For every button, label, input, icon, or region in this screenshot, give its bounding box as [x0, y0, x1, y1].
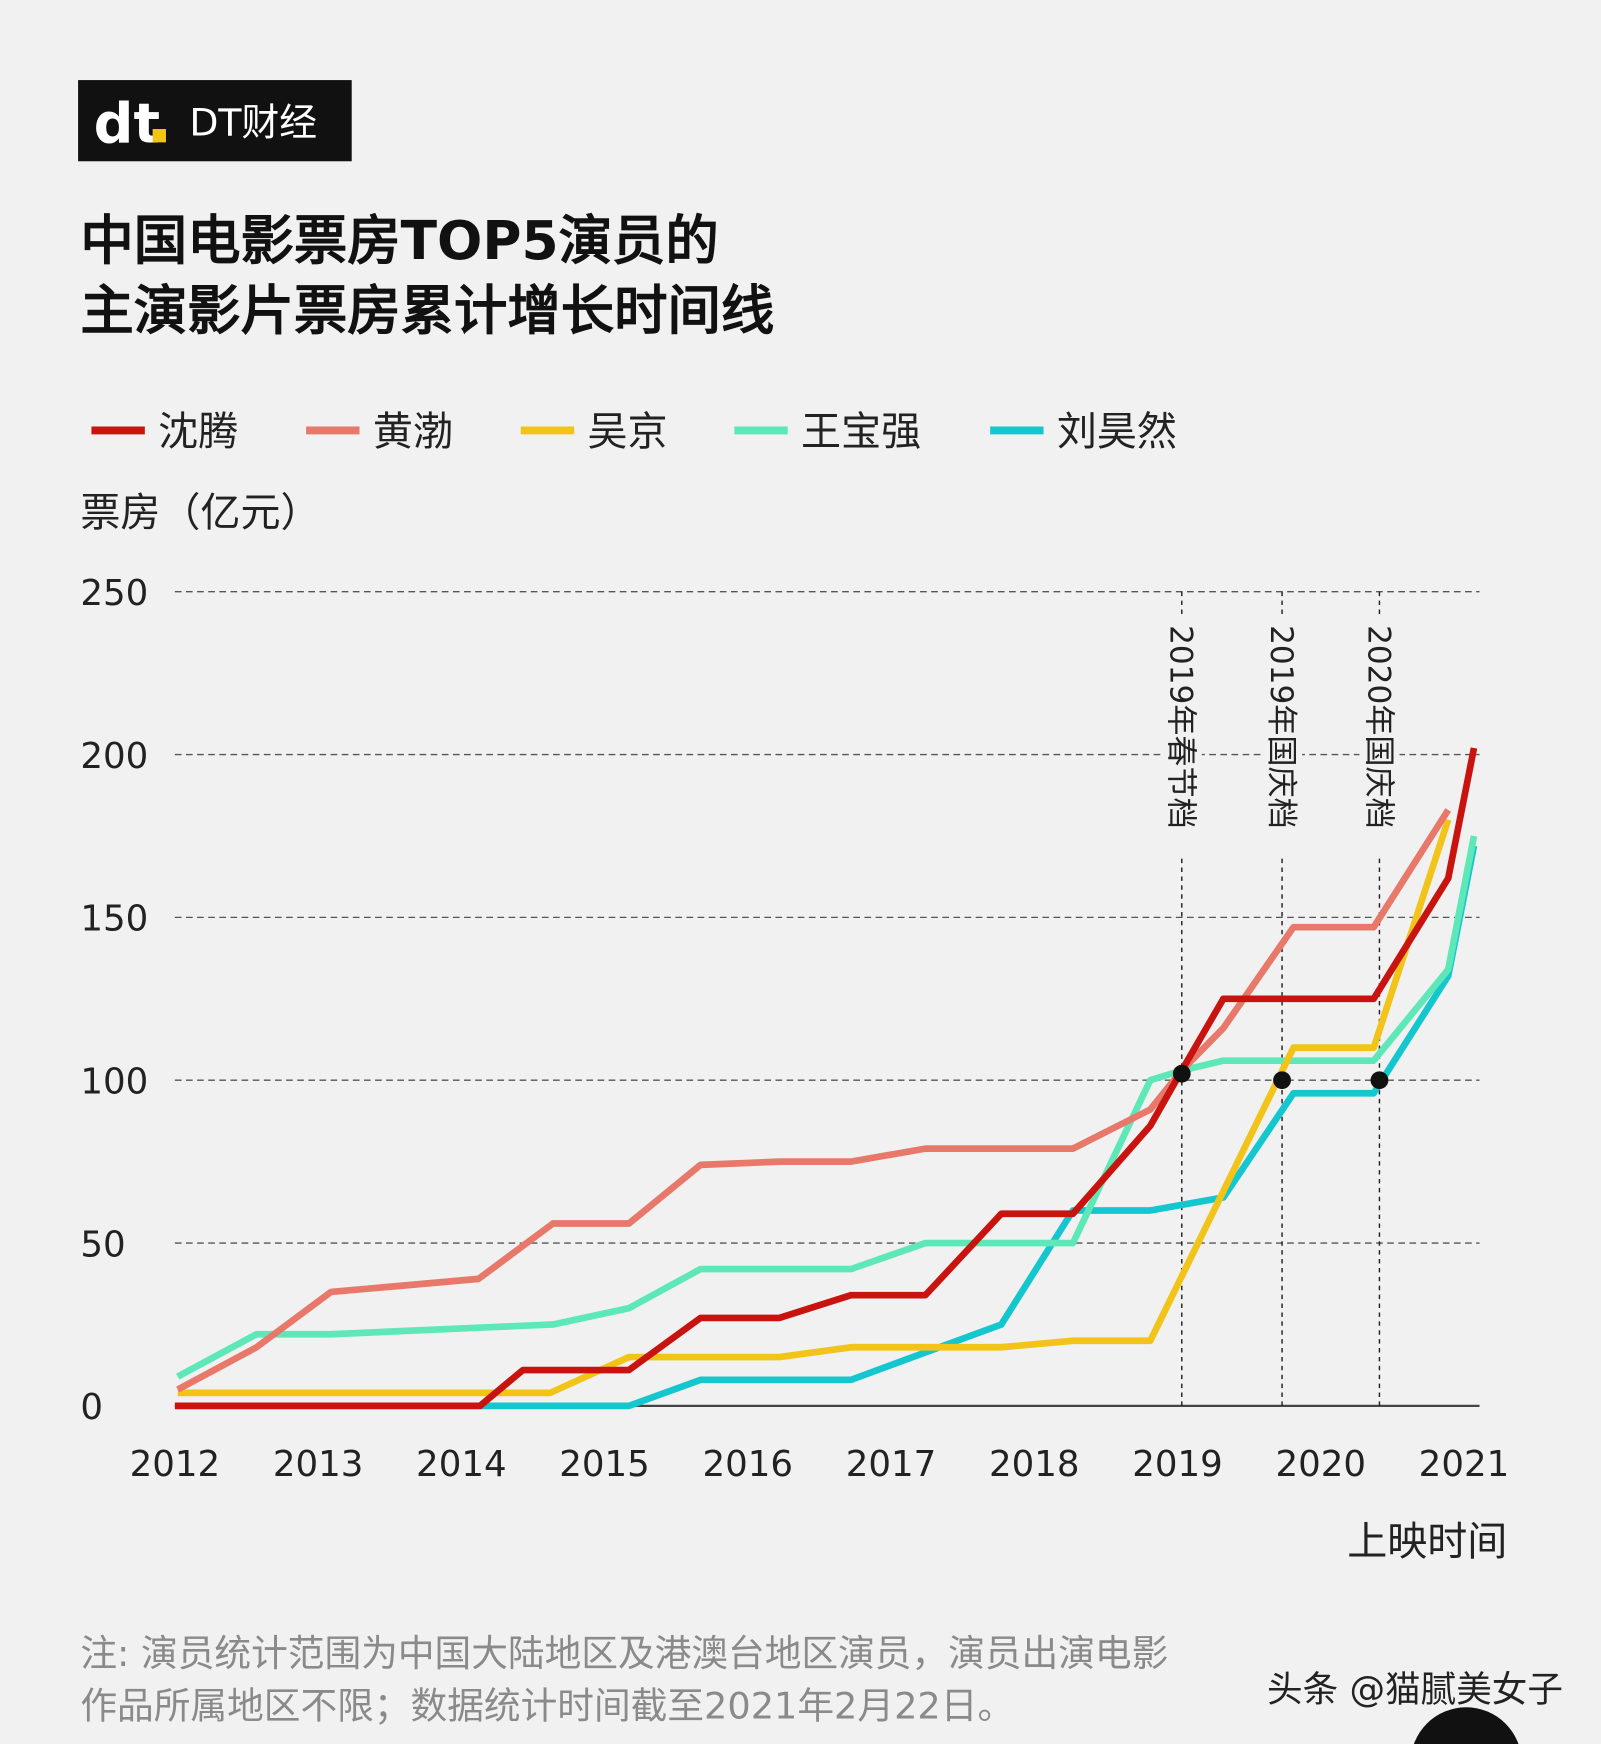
annotation-label-bg: [1262, 617, 1303, 857]
y-axis-label: 票房（亿元）: [80, 490, 320, 536]
title-line-1: 中国电影票房TOP5演员的: [80, 209, 718, 272]
y-tick-label: 150: [80, 899, 148, 940]
annotation-dot: [1370, 1071, 1389, 1090]
brand-logo: dt DT财经: [78, 80, 352, 162]
annotation-dot: [1172, 1064, 1191, 1083]
series-line-沈腾: [174, 747, 1478, 1410]
x-tick-label: 2020: [1275, 1444, 1366, 1485]
annotation-dot: [1273, 1071, 1291, 1090]
series-line-王宝强: [176, 835, 1478, 1380]
series-line-刘昊然: [479, 845, 1478, 1410]
legend-label: 刘昊然: [1057, 409, 1177, 455]
annotation-label: 2020年国庆档: [1360, 625, 1396, 829]
annotations: 2019年春节档 2019年国庆档 2020年国庆档: [1161, 591, 1400, 1406]
watermark-text: 头条 @猫腻美女子: [1267, 1670, 1563, 1711]
series-line-黄渤: [176, 808, 1452, 1393]
note-line-1: 注: 演员统计范围为中国大陆地区及港澳台地区演员，演员出演电影: [80, 1632, 1168, 1675]
x-tick-label: 2013: [273, 1444, 364, 1485]
annotation-label: 2019年国庆档: [1263, 625, 1299, 829]
legend-label: 王宝强: [801, 409, 921, 455]
y-tick-label: 0: [80, 1387, 103, 1428]
y-tick-label: 50: [80, 1224, 125, 1265]
y-tick-label: 100: [80, 1062, 148, 1103]
x-tick-label: 2014: [416, 1444, 507, 1485]
y-tick-label: 250: [80, 573, 148, 614]
x-tick-label: 2018: [989, 1444, 1080, 1485]
corner-logo-icon: [1413, 1707, 1519, 1744]
annotation-label: 2019年春节档: [1163, 625, 1199, 829]
x-tick-label: 2015: [559, 1444, 650, 1485]
logo-mark: dt: [94, 91, 160, 156]
annotation-label-bg: [1359, 617, 1400, 857]
annotation-label-bg: [1161, 617, 1202, 857]
x-tick-label: 2021: [1419, 1444, 1510, 1485]
x-tick-label: 2016: [703, 1444, 794, 1485]
x-tick-label: 2019: [1132, 1444, 1223, 1485]
note-line-2: 作品所属地区不限；数据统计时间截至2021年2月22日。: [80, 1684, 1014, 1727]
legend: 沈腾 黄渤 吴京 王宝强 刘昊然: [91, 409, 1177, 455]
y-tick-label: 200: [80, 736, 148, 777]
annotation-dots: [1172, 1064, 1389, 1090]
legend-label: 吴京: [588, 409, 668, 455]
x-tick-label: 2017: [846, 1444, 937, 1485]
legend-label: 黄渤: [373, 409, 453, 455]
title-line-2: 主演影片票房累计增长时间线: [80, 279, 774, 342]
legend-label: 沈腾: [158, 409, 238, 455]
grid: 0 50 100 150 200 250 2012 2013 2014 2015 2016 2017 2…: [80, 573, 1509, 1485]
series-lines: [174, 747, 1478, 1410]
logo-text: DT财经: [189, 101, 317, 145]
x-axis-label: 上映时间: [1347, 1519, 1507, 1565]
x-tick-label: 2012: [130, 1444, 221, 1485]
